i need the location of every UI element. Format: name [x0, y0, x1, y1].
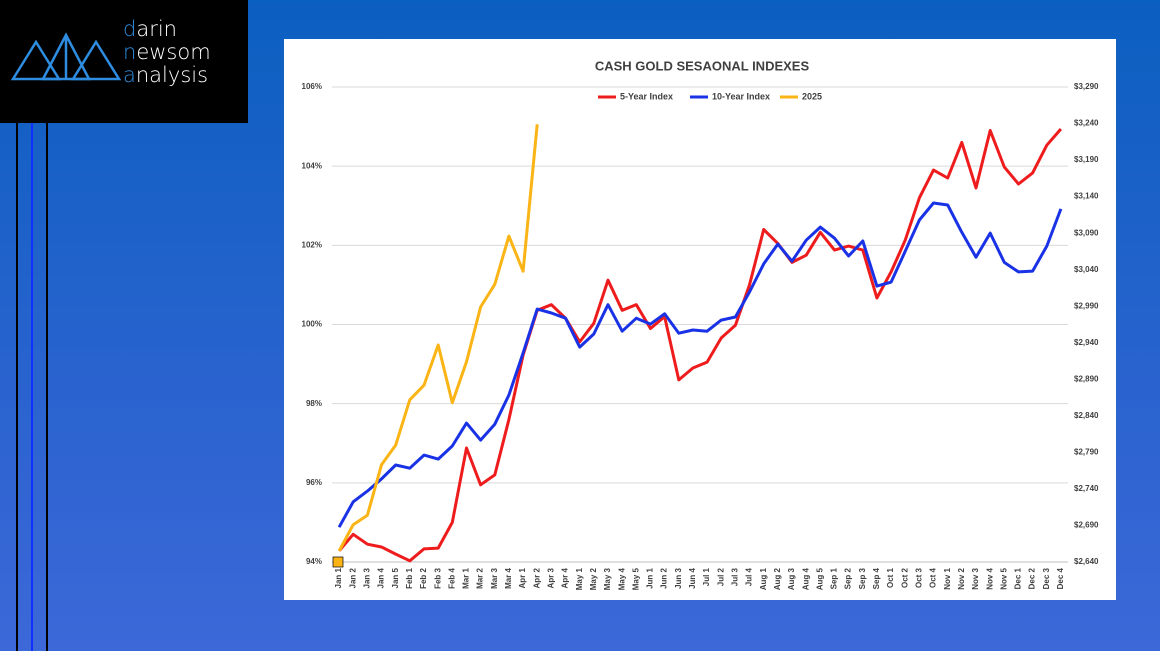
- y-tick-label: 104%: [302, 161, 322, 170]
- x-tick-label: Feb 1: [405, 567, 414, 588]
- x-tick-label: Aug 3: [787, 567, 796, 590]
- y-tick-label: 106%: [302, 82, 322, 91]
- series-line: [337, 124, 539, 552]
- x-tick-label: Oct 4: [929, 567, 938, 588]
- y2-tick-label: $2,640: [1074, 557, 1099, 566]
- x-tick-label: Sep 1: [830, 567, 839, 589]
- x-tick-label: Jul 2: [716, 567, 725, 586]
- marker: [332, 556, 344, 568]
- x-tick-label: Dec 4: [1056, 567, 1065, 589]
- x-tick-label: Nov 5: [999, 567, 1008, 589]
- y2-tick-label: $2,890: [1074, 374, 1099, 383]
- logo-word: darin: [123, 17, 177, 41]
- x-tick-label: Oct 1: [886, 567, 895, 588]
- logo: darin newsom analysis: [0, 0, 248, 123]
- legend-label: 5-Year Index: [620, 91, 673, 101]
- series-line: [337, 201, 1063, 528]
- y2-tick-label: $2,940: [1074, 338, 1099, 347]
- y-tick-label: 96%: [306, 478, 322, 487]
- x-tick-label: Feb 2: [419, 567, 428, 588]
- x-tick-label: Nov 3: [971, 567, 980, 589]
- x-tick-label: Jun 3: [674, 567, 683, 588]
- decor-line: [46, 123, 48, 651]
- decor-line: [31, 123, 33, 651]
- x-tick-label: May 2: [589, 567, 598, 590]
- logo-mark: [10, 32, 122, 81]
- y2-tick-label: $3,090: [1074, 228, 1099, 237]
- y-tick-label: 98%: [306, 399, 322, 408]
- x-tick-label: Aug 2: [773, 567, 782, 590]
- decor-line: [16, 123, 18, 651]
- chart-title: CASH GOLD SESAONAL INDEXES: [595, 58, 810, 73]
- y2-tick-label: $2,990: [1074, 301, 1099, 310]
- y-tick-label: 100%: [302, 320, 322, 329]
- x-tick-label: May 1: [575, 567, 584, 590]
- x-tick-label: May 5: [631, 567, 640, 590]
- x-tick-label: Mar 3: [490, 567, 499, 588]
- x-tick-label: Mar 4: [504, 567, 513, 588]
- x-tick-label: Jul 3: [730, 567, 739, 586]
- x-tick-label: Dec 2: [1028, 567, 1037, 589]
- x-tick-label: Jan 4: [377, 567, 386, 588]
- x-tick-label: Dec 3: [1042, 567, 1051, 589]
- x-tick-label: Feb 4: [447, 567, 456, 588]
- logo-word: newsom: [123, 40, 211, 64]
- x-tick-label: Jan 3: [362, 567, 371, 588]
- legend-label: 10-Year Index: [712, 91, 770, 101]
- x-tick-label: Nov 1: [943, 567, 952, 589]
- x-tick-label: Aug 4: [801, 567, 810, 590]
- x-tick-label: Sep 4: [872, 567, 881, 589]
- y-tick-label: 102%: [302, 240, 322, 249]
- x-tick-label: Mar 2: [476, 567, 485, 588]
- x-tick-label: Jun 4: [688, 567, 697, 588]
- x-tick-label: Jan 2: [348, 567, 357, 588]
- x-tick-label: Jul 4: [745, 567, 754, 586]
- chart-panel: [284, 39, 1116, 600]
- y2-tick-label: $3,240: [1074, 119, 1099, 128]
- x-tick-label: Jan 5: [391, 567, 400, 588]
- y2-tick-label: $3,140: [1074, 192, 1099, 201]
- logo-word: analysis: [123, 63, 209, 87]
- y2-tick-label: $3,040: [1074, 265, 1099, 274]
- x-tick-label: Nov 2: [957, 567, 966, 589]
- x-tick-label: May 3: [603, 567, 612, 590]
- y2-tick-label: $3,290: [1074, 82, 1099, 91]
- x-tick-label: Oct 3: [914, 567, 923, 588]
- y-tick-label: 94%: [306, 557, 322, 566]
- x-tick-label: Jun 1: [646, 567, 655, 588]
- x-tick-label: Jun 2: [660, 567, 669, 588]
- x-tick-label: Oct 2: [900, 567, 909, 588]
- y2-tick-label: $2,790: [1074, 447, 1099, 456]
- x-tick-label: Aug 1: [759, 567, 768, 590]
- x-tick-label: Jan 1: [334, 567, 343, 588]
- x-tick-label: Apr 2: [532, 567, 541, 588]
- x-tick-label: Jul 1: [702, 567, 711, 586]
- x-tick-label: Apr 3: [546, 567, 555, 588]
- x-tick-label: Feb 3: [433, 567, 442, 588]
- legend-label: 2025: [802, 91, 822, 101]
- y2-tick-label: $2,840: [1074, 411, 1099, 420]
- x-tick-label: Sep 2: [844, 567, 853, 589]
- y2-tick-label: $2,690: [1074, 521, 1099, 530]
- series-line: [337, 128, 1063, 563]
- x-tick-label: Apr 1: [518, 567, 527, 588]
- x-tick-label: Mar 1: [462, 567, 471, 588]
- y2-tick-label: $3,190: [1074, 155, 1099, 164]
- x-tick-label: May 4: [617, 567, 626, 590]
- y2-tick-label: $2,740: [1074, 484, 1099, 493]
- x-tick-label: Nov 4: [985, 567, 994, 589]
- x-tick-label: Apr 4: [561, 567, 570, 588]
- x-tick-label: Dec 1: [1014, 567, 1023, 589]
- x-tick-label: Sep 3: [858, 567, 867, 589]
- x-tick-label: Aug 5: [815, 567, 824, 590]
